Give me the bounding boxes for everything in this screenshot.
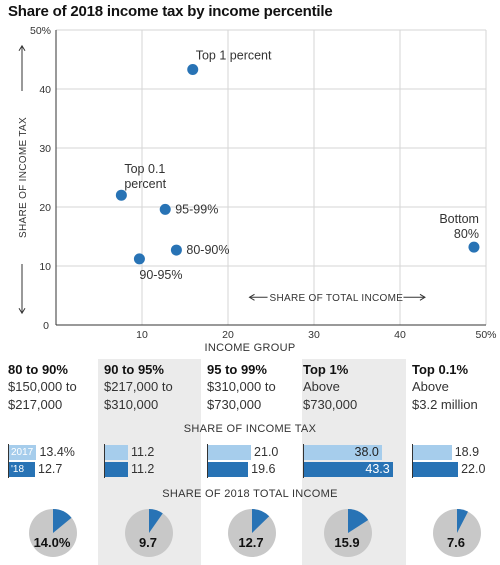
scatter-point (468, 241, 480, 253)
chart-title: Share of 2018 income tax by income perce… (8, 3, 333, 20)
tax-value-2017: 21.0 (254, 445, 279, 459)
y-tick-label: 10 (39, 261, 51, 273)
bar-baseline (303, 444, 304, 478)
point-label: Bottom 80% (439, 212, 479, 241)
group-range-line: Above (412, 379, 449, 394)
tax-bar-2017 (304, 445, 382, 460)
group-name: Top 0.1% (412, 362, 469, 377)
tax-value-2017: 18.9 (454, 445, 480, 459)
bar-baseline (207, 444, 208, 478)
income-share-pie: 14.0% (29, 509, 77, 557)
tax-bar-2018 (304, 462, 393, 477)
group-name: Top 1% (303, 362, 349, 377)
x-tick-label: 50% (475, 329, 496, 340)
y-tick-label: 50% (30, 25, 51, 37)
y-axis-title: SHARE OF INCOME TAX (18, 117, 29, 238)
income-group-heading: INCOME GROUP (204, 342, 296, 354)
group-range-line: $3.2 million (412, 397, 478, 412)
point-label: Top 0.1 percent (124, 162, 166, 191)
tax-bar-2018 (105, 462, 128, 477)
group-range-line: $150,000 to (8, 379, 77, 394)
x-tick-label: 40 (394, 329, 406, 340)
tax-value-2017: 11.2 (130, 445, 155, 459)
group-name: 90 to 95% (104, 362, 164, 377)
scatter-plot: 10 20 30 40 50% 10 20 30 40 50% 0 SHARE OF INCOME T… (18, 25, 497, 340)
pie-slice (53, 509, 72, 533)
year-label-2017: 2017 (11, 447, 34, 458)
point-layer: Top 1 percent Top 0.1 percent 95-99% 80-90% 9… (115, 49, 480, 282)
tax-bar-2017 (105, 445, 128, 460)
tax-value-2018: 11.2 (130, 462, 155, 476)
pie-slice (149, 509, 163, 533)
scatter-point (159, 203, 171, 215)
x-tick-label: 30 (308, 329, 320, 340)
scatter-point (187, 64, 199, 76)
pie-slice (457, 509, 469, 533)
tax-bar-2018 (208, 462, 249, 477)
point-label: 80-90% (186, 243, 229, 257)
group-range-line: $310,000 to (207, 379, 276, 394)
axis-layer: 10 20 30 40 50% 10 20 30 40 50% 0 SHARE OF INCOME T… (18, 25, 497, 340)
group-range-line: $310,000 (104, 397, 159, 412)
pie-value-label: 12.7 (238, 535, 263, 550)
tax-bar-2017 (208, 445, 252, 460)
income-group-column: Top 1% Above $730,000 (303, 362, 357, 413)
tax-share-heading: SHARE OF INCOME TAX (183, 423, 317, 435)
group-range-line: $217,000 to (104, 379, 173, 394)
zero-tick-label: 0 (43, 320, 49, 332)
pie-slice (252, 509, 270, 533)
tax-bar-2017 (9, 445, 37, 460)
income-share-heading: SHARE OF 2018 TOTAL INCOME (162, 488, 338, 500)
year-label-2018: '18 (11, 464, 25, 475)
tax-value-2018: 22.0 (461, 462, 486, 476)
bar-baseline (104, 444, 105, 478)
income-share-pie: 9.7 (125, 509, 173, 557)
group-range-line: Above (303, 379, 340, 394)
income-share-pie: 12.7 (228, 509, 276, 557)
y-tick-label: 40 (39, 84, 51, 96)
scatter-point (170, 244, 182, 256)
x-axis-title: SHARE OF TOTAL INCOME (269, 293, 403, 304)
income-share-pie: 7.6 (433, 509, 481, 557)
grid-layer (56, 29, 487, 325)
tax-value-2018: 43.3 (365, 462, 390, 476)
y-tick-label: 30 (39, 143, 51, 155)
tax-bar-2017 (413, 445, 452, 460)
pie-value-label: 14.0% (34, 535, 71, 550)
x-tick-label: 10 (136, 329, 148, 340)
pie-slice (348, 509, 369, 533)
group-range-line: $730,000 (207, 397, 262, 412)
tax-value-2018: 19.6 (251, 462, 276, 476)
pie-value-label: 9.7 (139, 535, 157, 550)
income-group-column: Top 0.1% Above $3.2 million (412, 362, 478, 413)
tax-value-2018: 12.7 (38, 462, 63, 476)
tax-value-2017: 13.4% (39, 445, 75, 459)
point-label: 95-99% (175, 202, 218, 216)
tax-bar-2018 (9, 462, 36, 477)
group-name: 80 to 90% (8, 362, 68, 377)
tax-bar-2018 (413, 462, 459, 477)
group-range-line: $730,000 (303, 397, 358, 412)
pie-value-label: 7.6 (447, 535, 465, 550)
pie-value-label: 15.9 (334, 535, 359, 550)
income-group-column: 95 to 99% $310,000 to $730,000 (207, 362, 276, 413)
scatter-point (115, 189, 127, 201)
x-tick-label: 20 (222, 329, 234, 340)
income-share-pie: 15.9 (324, 509, 372, 557)
bar-baseline (8, 444, 9, 478)
y-tick-label: 20 (39, 202, 51, 214)
income-group-column: 80 to 90% $150,000 to $217,000 (8, 362, 77, 413)
tax-value-2017: 38.0 (354, 445, 379, 459)
point-label: Top 1 percent (196, 49, 272, 63)
point-label: 90-95% (139, 268, 182, 282)
scatter-point (133, 253, 145, 265)
bar-baseline (412, 444, 413, 478)
group-name: 95 to 99% (207, 362, 267, 377)
group-range-line: $217,000 (8, 397, 63, 412)
income-group-column: 90 to 95% $217,000 to $310,000 (104, 362, 173, 413)
